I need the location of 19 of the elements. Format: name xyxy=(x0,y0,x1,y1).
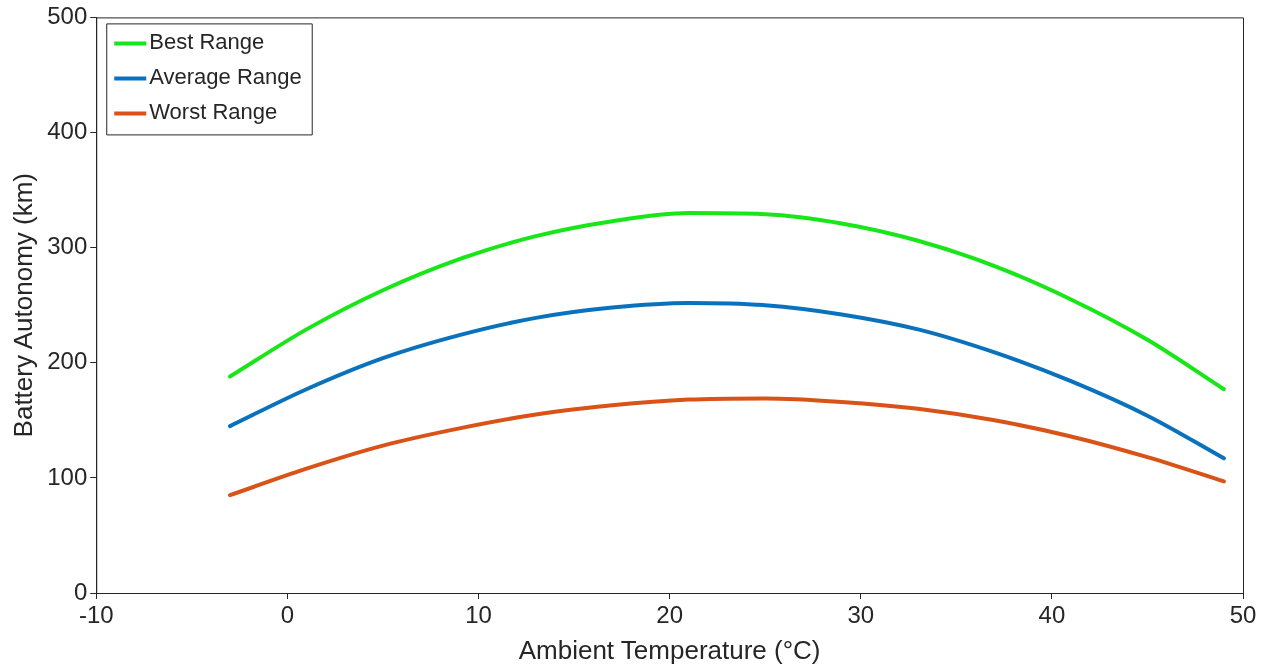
x-axis-title: Ambient Temperature (°C) xyxy=(518,634,821,665)
legend-label: Best Range xyxy=(149,29,265,55)
x-tick-label: 20 xyxy=(656,601,683,629)
legend-label: Worst Range xyxy=(149,99,278,125)
x-tick-label: 30 xyxy=(847,601,875,629)
y-tick-label: 400 xyxy=(47,117,88,145)
y-tick-label: 200 xyxy=(47,347,88,375)
x-tick-label: 50 xyxy=(1229,601,1257,629)
line-series xyxy=(228,300,1226,461)
x-tick-label: 10 xyxy=(465,601,492,629)
y-tick-label: 500 xyxy=(47,2,88,30)
y-tick-label: 100 xyxy=(47,462,88,490)
legend-label: Average Range xyxy=(149,64,302,90)
y-tick-label: 300 xyxy=(47,232,88,260)
y-axis-title: Battery Autonomy (km) xyxy=(7,172,38,438)
x-tick-label: 40 xyxy=(1038,601,1066,629)
line-series xyxy=(228,396,1226,498)
line-series xyxy=(228,211,1226,392)
x-tick-label: 0 xyxy=(280,601,295,629)
